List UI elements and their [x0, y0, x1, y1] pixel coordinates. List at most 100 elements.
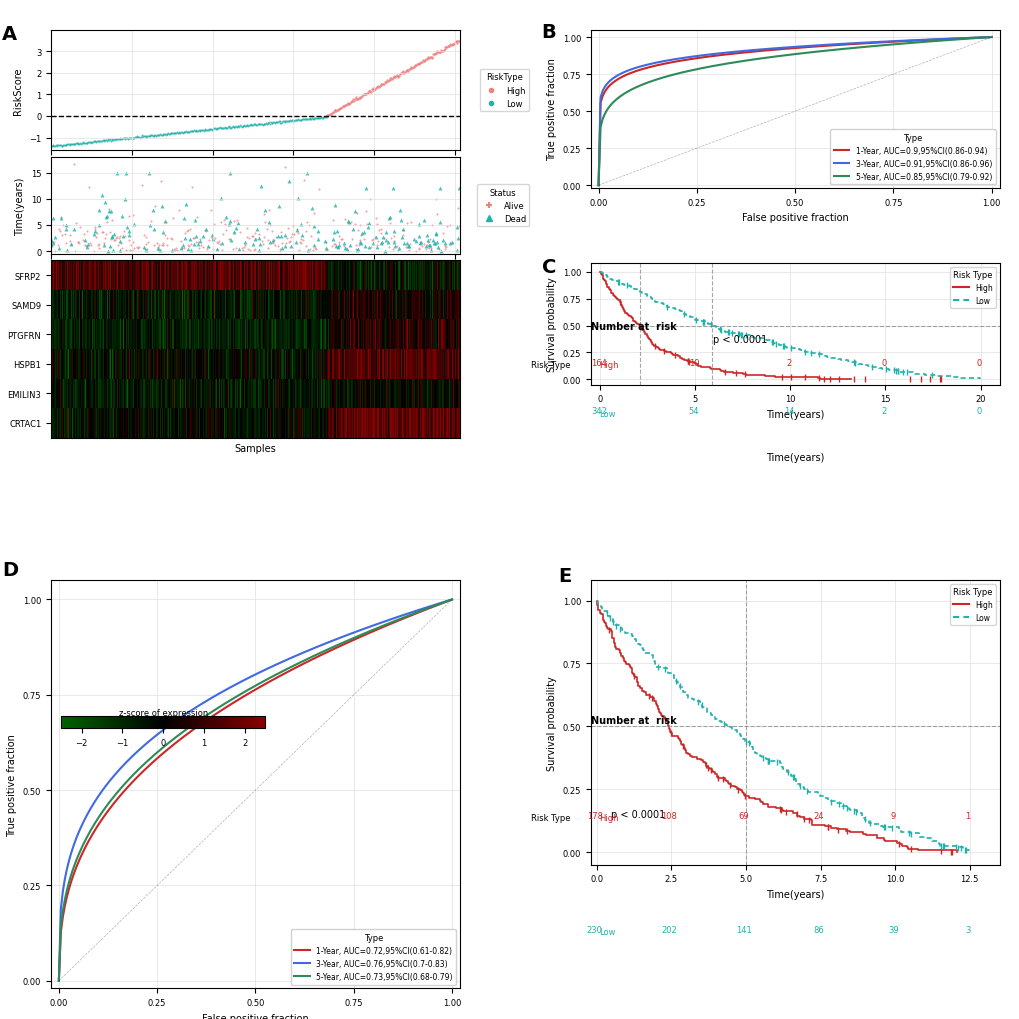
- Point: [301, 112, 317, 128]
- Point: [234, 118, 251, 135]
- Point: [294, 112, 311, 128]
- Point: [111, 132, 127, 149]
- Point: [236, 234, 253, 251]
- Point: [394, 223, 411, 239]
- Point: [60, 137, 76, 153]
- Point: [126, 240, 143, 257]
- Point: [407, 57, 423, 73]
- Point: [380, 211, 396, 227]
- Point: [363, 85, 379, 101]
- Point: [433, 244, 449, 260]
- Point: [365, 231, 381, 248]
- Point: [281, 234, 298, 251]
- Point: [142, 127, 158, 144]
- Point: [239, 118, 256, 135]
- Point: [206, 216, 222, 232]
- Point: [105, 243, 121, 259]
- Point: [329, 103, 345, 119]
- Point: [209, 235, 225, 252]
- Legend: High, Low: High, Low: [950, 268, 995, 309]
- Point: [206, 121, 222, 138]
- Point: [86, 244, 102, 260]
- Text: 1: 1: [964, 811, 969, 820]
- Point: [196, 123, 212, 140]
- Point: [169, 125, 185, 142]
- Point: [399, 238, 416, 255]
- Point: [204, 230, 220, 247]
- Point: [228, 213, 245, 229]
- Point: [247, 242, 263, 258]
- Point: [397, 239, 414, 256]
- Point: [101, 204, 117, 220]
- Point: [112, 243, 128, 259]
- Point: [187, 122, 204, 139]
- Point: [46, 234, 62, 251]
- Point: [388, 238, 405, 255]
- Point: [226, 224, 243, 240]
- Point: [418, 238, 434, 255]
- Point: [386, 223, 403, 239]
- Point: [221, 232, 237, 249]
- Point: [84, 237, 100, 254]
- Point: [92, 217, 108, 233]
- Point: [227, 119, 244, 136]
- Point: [139, 128, 155, 145]
- Point: [103, 231, 119, 248]
- Text: 3: 3: [964, 924, 970, 933]
- Point: [254, 233, 270, 250]
- Point: [441, 235, 458, 252]
- Point: [93, 135, 109, 151]
- 1-Year, AUC=0.72,95%CI(0.61-0.82): [412, 606, 424, 619]
- Point: [103, 212, 119, 228]
- Point: [421, 51, 437, 67]
- Y-axis label: Time(years): Time(years): [15, 177, 25, 235]
- Point: [84, 135, 100, 151]
- Point: [103, 132, 119, 149]
- Point: [61, 138, 77, 154]
- Point: [302, 111, 318, 127]
- Point: [157, 126, 173, 143]
- Point: [328, 239, 344, 256]
- 5-Year, AUC=0.73,95%CI(0.68-0.79): [76, 840, 89, 852]
- Point: [294, 232, 311, 249]
- Point: [150, 127, 166, 144]
- Point: [47, 244, 63, 260]
- Point: [422, 237, 438, 254]
- Point: [432, 181, 448, 198]
- Point: [251, 243, 267, 259]
- Point: [153, 127, 169, 144]
- Point: [244, 117, 260, 133]
- Text: 178: 178: [586, 811, 602, 820]
- Point: [242, 118, 258, 135]
- Point: [361, 84, 377, 100]
- Point: [271, 115, 287, 131]
- Point: [68, 216, 85, 232]
- Point: [50, 237, 66, 254]
- Point: [445, 37, 462, 53]
- Point: [226, 120, 243, 137]
- Point: [52, 223, 68, 239]
- Line: 5-Year, AUC=0.85,95%CI(0.79-0.92): 5-Year, AUC=0.85,95%CI(0.79-0.92): [598, 38, 990, 186]
- Point: [325, 224, 341, 240]
- Point: [437, 240, 453, 257]
- Text: p < 0.0001: p < 0.0001: [610, 809, 664, 818]
- Point: [124, 130, 141, 147]
- Point: [203, 203, 219, 219]
- Point: [394, 64, 411, 81]
- Point: [92, 240, 108, 257]
- Point: [208, 121, 224, 138]
- Point: [394, 227, 411, 244]
- Point: [62, 227, 78, 244]
- Point: [114, 208, 130, 224]
- Point: [129, 129, 146, 146]
- Point: [150, 243, 166, 259]
- Point: [96, 235, 112, 252]
- Point: [328, 238, 344, 255]
- Point: [98, 210, 114, 226]
- Point: [130, 239, 147, 256]
- Point: [323, 107, 339, 123]
- Point: [430, 45, 446, 61]
- Point: [65, 137, 82, 153]
- Point: [131, 130, 148, 147]
- Point: [281, 114, 298, 130]
